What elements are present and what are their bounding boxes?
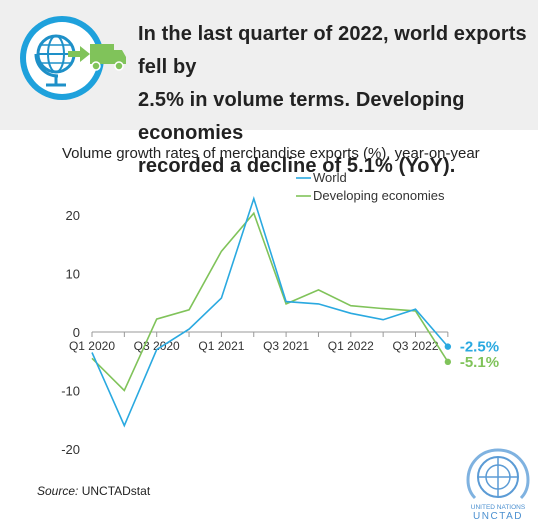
y-tick-label: -20 bbox=[61, 442, 80, 457]
series-end-point-world bbox=[444, 343, 452, 350]
source-note: Source: UNCTADstat bbox=[37, 484, 150, 498]
x-tick-label: Q1 2022 bbox=[328, 339, 374, 353]
chart-title: Volume growth rates of merchandise expor… bbox=[62, 145, 480, 162]
y-tick-label: 10 bbox=[66, 267, 80, 282]
headline-banner: In the last quarter of 2022, world expor… bbox=[0, 0, 538, 177]
source-value: UNCTADstat bbox=[81, 484, 151, 498]
headline-line-3: recorded a decline of 5.1% (YoY). bbox=[138, 155, 456, 177]
y-tick-label: 20 bbox=[66, 208, 80, 223]
end-data-label-world: -2.5% bbox=[460, 339, 499, 356]
x-tick-label: Q3 2021 bbox=[263, 339, 309, 353]
source-label: Source: bbox=[37, 484, 79, 498]
x-tick-label: Q1 2021 bbox=[198, 339, 244, 353]
end-data-label-developing: -5.1% bbox=[460, 354, 499, 371]
series-end-point-developing bbox=[444, 358, 452, 366]
emblem-line-2: UNCTAD bbox=[473, 511, 523, 519]
un-emblem-icon: UNITED NATIONS UNCTAD bbox=[466, 448, 530, 519]
headline-line-1: In the last quarter of 2022, world expor… bbox=[138, 23, 527, 78]
legend-entry: Developing economies bbox=[313, 188, 445, 203]
headline-line-2: 2.5% in volume terms. Developing economi… bbox=[138, 89, 465, 144]
globe-truck-icon bbox=[20, 16, 126, 100]
legend-entry: World bbox=[313, 170, 347, 185]
headline-text: In the last quarter of 2022, world expor… bbox=[138, 18, 530, 183]
series-line-developing bbox=[91, 211, 449, 392]
y-tick-label: 0 bbox=[73, 325, 80, 340]
x-tick-label: Q1 2020 bbox=[69, 339, 115, 353]
emblem-line-1: UNITED NATIONS bbox=[471, 504, 526, 511]
y-tick-label: -10 bbox=[61, 384, 80, 399]
x-tick-label: Q3 2022 bbox=[392, 339, 438, 353]
series-line-world bbox=[91, 195, 449, 428]
